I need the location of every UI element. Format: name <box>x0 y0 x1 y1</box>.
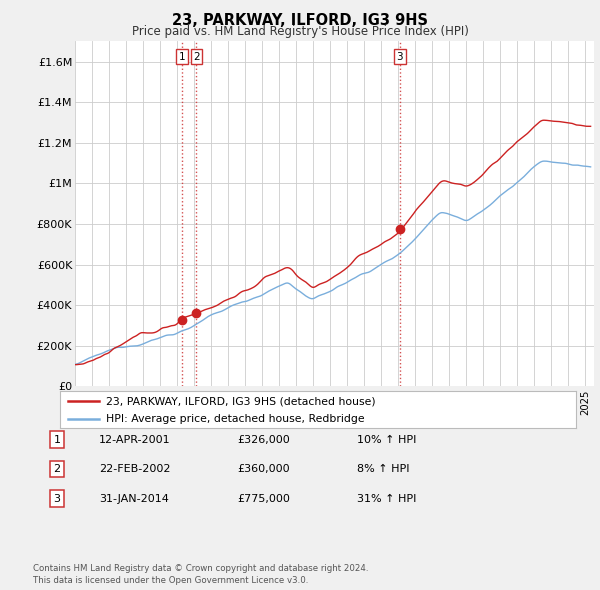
Text: £326,000: £326,000 <box>237 435 290 444</box>
Text: 31% ↑ HPI: 31% ↑ HPI <box>357 494 416 503</box>
Text: 8% ↑ HPI: 8% ↑ HPI <box>357 464 409 474</box>
Text: 3: 3 <box>53 494 61 503</box>
Text: 1: 1 <box>179 52 185 62</box>
Text: Price paid vs. HM Land Registry's House Price Index (HPI): Price paid vs. HM Land Registry's House … <box>131 25 469 38</box>
Text: Contains HM Land Registry data © Crown copyright and database right 2024.
This d: Contains HM Land Registry data © Crown c… <box>33 565 368 585</box>
Text: 1: 1 <box>53 435 61 444</box>
Text: 2: 2 <box>53 464 61 474</box>
Text: £360,000: £360,000 <box>237 464 290 474</box>
Text: 3: 3 <box>397 52 403 62</box>
Text: 23, PARKWAY, ILFORD, IG3 9HS (detached house): 23, PARKWAY, ILFORD, IG3 9HS (detached h… <box>106 396 376 407</box>
Text: 10% ↑ HPI: 10% ↑ HPI <box>357 435 416 444</box>
Text: 31-JAN-2014: 31-JAN-2014 <box>99 494 169 503</box>
Text: £775,000: £775,000 <box>237 494 290 503</box>
Text: 2: 2 <box>193 52 200 62</box>
Text: 22-FEB-2002: 22-FEB-2002 <box>99 464 170 474</box>
Text: 12-APR-2001: 12-APR-2001 <box>99 435 170 444</box>
Text: 23, PARKWAY, ILFORD, IG3 9HS: 23, PARKWAY, ILFORD, IG3 9HS <box>172 13 428 28</box>
Text: HPI: Average price, detached house, Redbridge: HPI: Average price, detached house, Redb… <box>106 414 365 424</box>
